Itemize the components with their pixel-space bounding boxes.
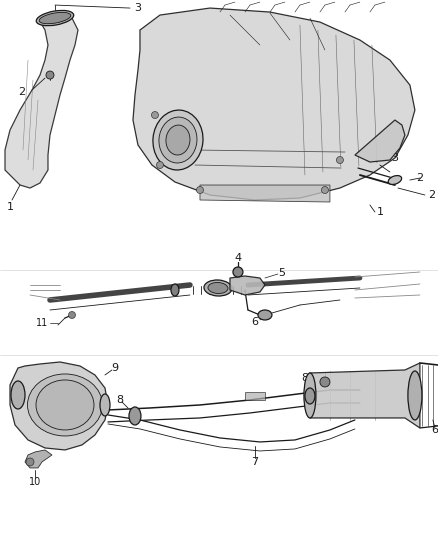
- Text: 4: 4: [234, 253, 241, 263]
- Polygon shape: [25, 450, 52, 468]
- Text: 2: 2: [18, 87, 25, 97]
- Ellipse shape: [388, 175, 402, 184]
- Polygon shape: [200, 185, 330, 202]
- Text: 5: 5: [279, 268, 286, 278]
- Circle shape: [46, 71, 54, 79]
- Text: 6: 6: [431, 425, 438, 435]
- Circle shape: [320, 377, 330, 387]
- Circle shape: [197, 187, 204, 193]
- Ellipse shape: [36, 380, 94, 430]
- Ellipse shape: [159, 117, 197, 163]
- Text: 10: 10: [29, 477, 41, 487]
- Text: 1: 1: [7, 202, 14, 212]
- Polygon shape: [355, 120, 405, 162]
- Polygon shape: [5, 12, 78, 188]
- Polygon shape: [310, 363, 420, 428]
- Ellipse shape: [305, 388, 315, 404]
- Circle shape: [152, 111, 159, 118]
- Circle shape: [233, 267, 243, 277]
- Polygon shape: [10, 362, 108, 450]
- Text: 6: 6: [251, 317, 258, 327]
- Ellipse shape: [129, 407, 141, 425]
- Polygon shape: [133, 8, 415, 200]
- Text: 8: 8: [301, 373, 308, 383]
- Polygon shape: [230, 276, 265, 295]
- Ellipse shape: [166, 125, 190, 155]
- Ellipse shape: [153, 110, 203, 170]
- Ellipse shape: [100, 394, 110, 416]
- Ellipse shape: [258, 310, 272, 320]
- Ellipse shape: [28, 374, 102, 436]
- Ellipse shape: [408, 371, 422, 420]
- Ellipse shape: [171, 284, 179, 296]
- Ellipse shape: [39, 12, 71, 23]
- Text: 3: 3: [134, 3, 141, 13]
- Circle shape: [336, 157, 343, 164]
- Circle shape: [321, 187, 328, 193]
- Ellipse shape: [11, 381, 25, 409]
- Circle shape: [26, 458, 34, 466]
- Polygon shape: [245, 392, 265, 400]
- Circle shape: [156, 161, 163, 168]
- Text: 3: 3: [392, 153, 399, 163]
- Text: 7: 7: [251, 457, 258, 467]
- Text: 2: 2: [428, 190, 435, 200]
- Text: 9: 9: [111, 363, 119, 373]
- Ellipse shape: [36, 11, 74, 26]
- Ellipse shape: [304, 373, 316, 418]
- Circle shape: [68, 311, 75, 319]
- Text: 2: 2: [417, 173, 424, 183]
- Text: 1: 1: [376, 207, 383, 217]
- Text: 11: 11: [36, 318, 48, 328]
- Ellipse shape: [204, 280, 232, 296]
- Text: 8: 8: [117, 395, 124, 405]
- Ellipse shape: [208, 282, 228, 294]
